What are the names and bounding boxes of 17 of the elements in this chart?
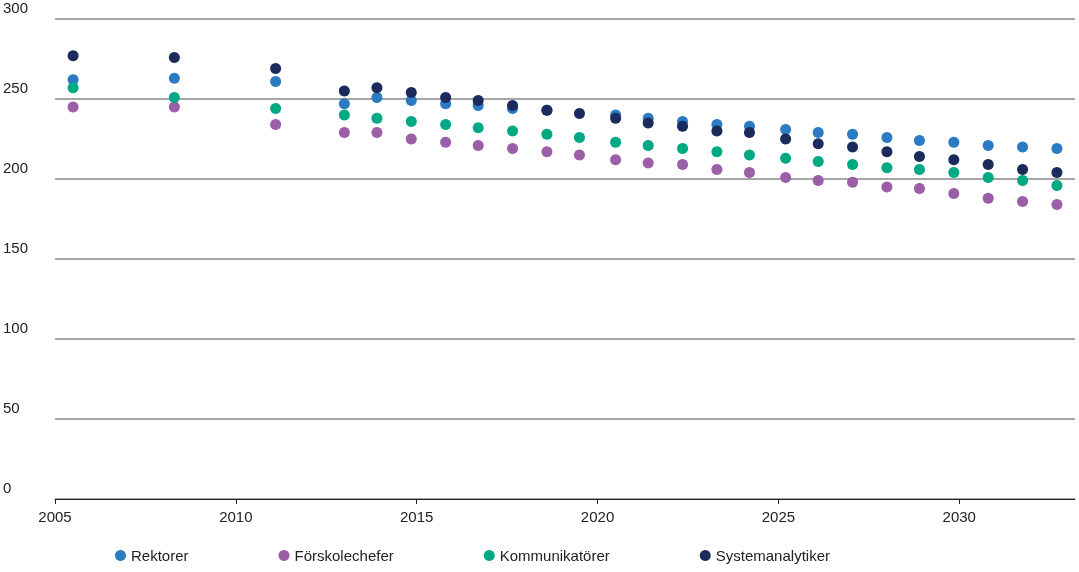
y-tick-label: 100	[3, 319, 29, 336]
x-tick-label: 2015	[400, 508, 434, 525]
x-tick-label: 2030	[942, 508, 976, 525]
y-tick-label: 50	[3, 399, 20, 416]
y-tick-label: 250	[3, 79, 29, 96]
legend-label: Rektorer	[131, 547, 189, 564]
x-tick-label: 2020	[580, 508, 615, 525]
x-tick-label: 2025	[761, 508, 796, 525]
x-tick-label: 2005	[38, 508, 72, 525]
legend-label: Förskolechefer	[294, 547, 394, 564]
y-tick-label: 0	[3, 479, 12, 496]
legend-label: Systemanalytiker	[715, 547, 830, 564]
y-tick-label: 200	[3, 159, 29, 176]
y-tick-label: 300	[3, 0, 29, 16]
y-tick-label: 150	[3, 239, 29, 256]
x-tick-label: 2010	[219, 508, 253, 525]
legend-label: Kommunikatörer	[499, 547, 610, 564]
